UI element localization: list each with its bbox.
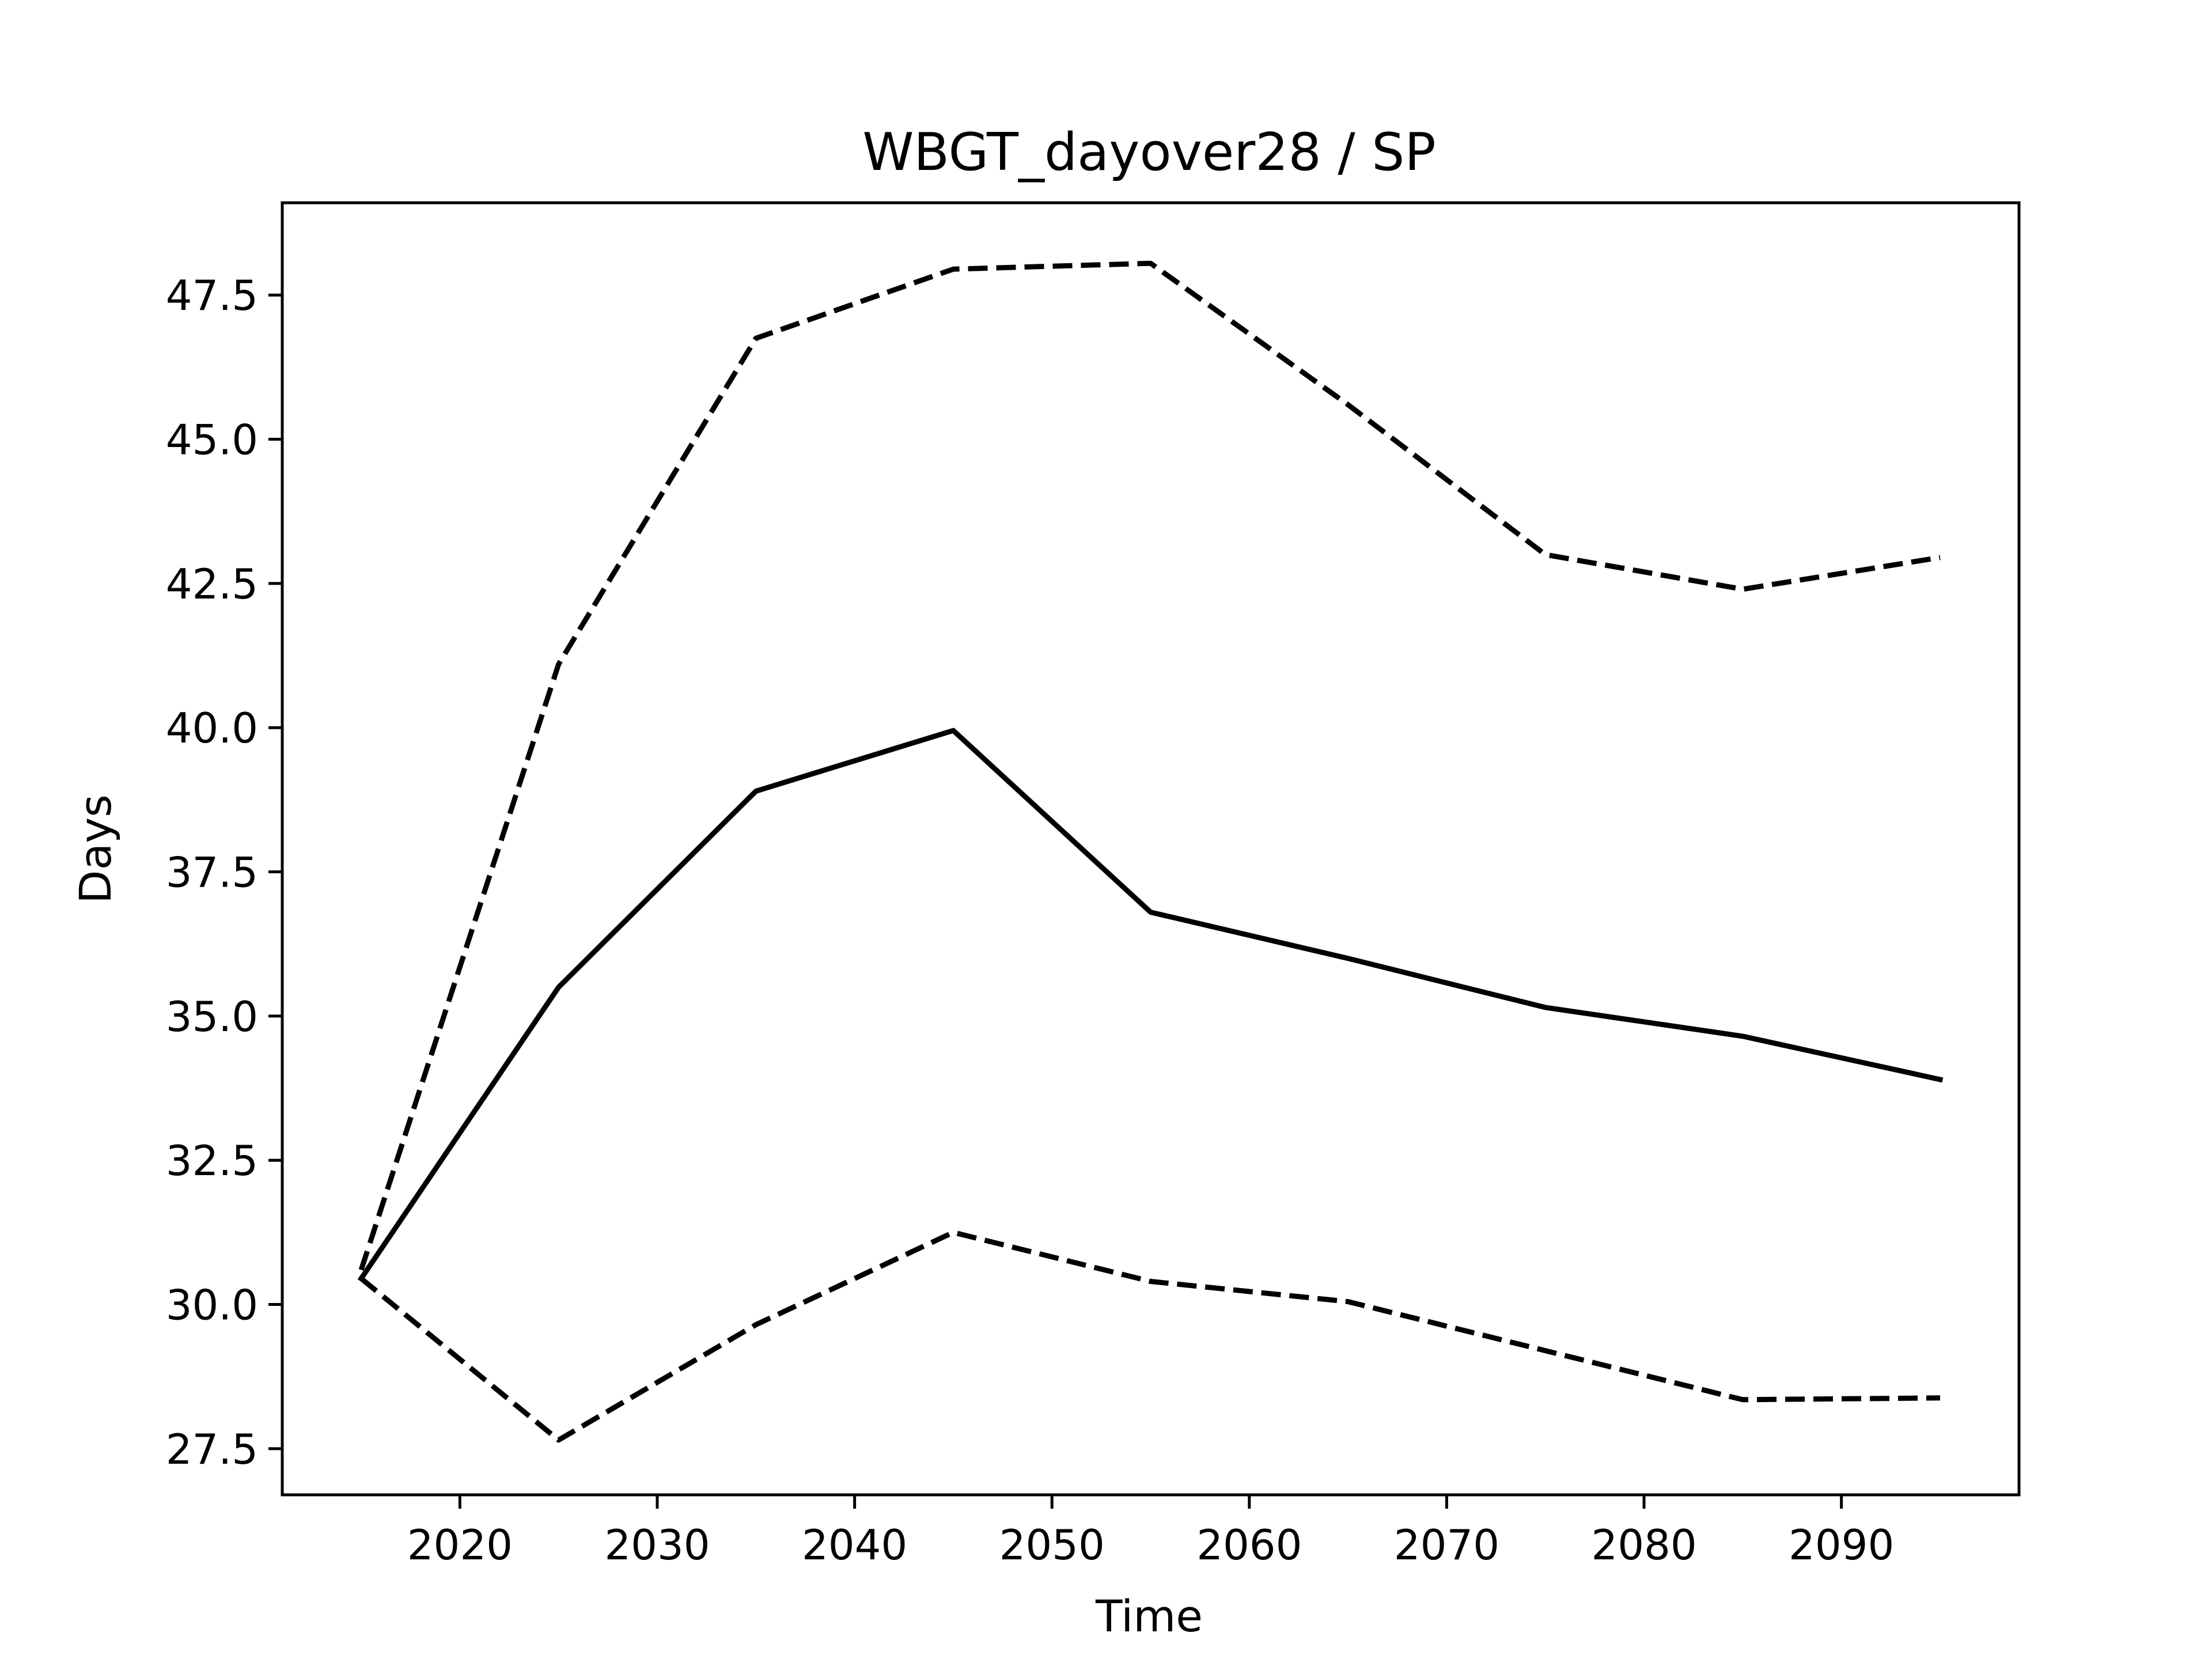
plot-area — [281, 201, 2021, 1497]
y-tick-label: 45.0 — [166, 416, 258, 464]
axes-frame — [281, 201, 2021, 1497]
x-tick-label: 2040 — [802, 1521, 907, 1569]
series-line-mean — [357, 728, 1944, 1282]
y-tick-label: 35.0 — [166, 993, 258, 1041]
x-tick-label: 2090 — [1789, 1521, 1894, 1569]
y-tick-label: 32.5 — [166, 1137, 258, 1185]
x-axis-label: Time — [1095, 1590, 1203, 1642]
series-line-lower — [359, 1229, 1941, 1443]
y-tick-label: 42.5 — [166, 560, 258, 608]
y-tick-label: 40.0 — [166, 704, 258, 752]
y-axis-label: Days — [70, 794, 121, 904]
y-tick-label: 27.5 — [166, 1425, 258, 1474]
x-tick-label: 2070 — [1394, 1521, 1499, 1569]
x-tick-label: 2050 — [999, 1521, 1105, 1569]
series-line-upper — [358, 260, 1941, 1271]
y-axis: 27.5 30.0 32.5 35.0 37.5 40.0 42.5 45.0 47.5 — [166, 271, 282, 1474]
series-layer — [357, 260, 1944, 1443]
y-tick-label: 30.0 — [166, 1281, 258, 1330]
x-tick-label: 2030 — [604, 1521, 710, 1569]
x-tick-label: 2060 — [1196, 1521, 1302, 1569]
x-tick-label: 2020 — [407, 1521, 513, 1569]
x-tick-label: 2080 — [1591, 1521, 1696, 1569]
y-tick-label: 47.5 — [166, 271, 258, 320]
chart-title: WBGT_dayover28 / SP — [862, 122, 1435, 183]
y-tick-label: 37.5 — [166, 849, 258, 897]
x-axis: 2020 2030 2040 2050 2060 2070 2080 2090 — [407, 1495, 1894, 1569]
